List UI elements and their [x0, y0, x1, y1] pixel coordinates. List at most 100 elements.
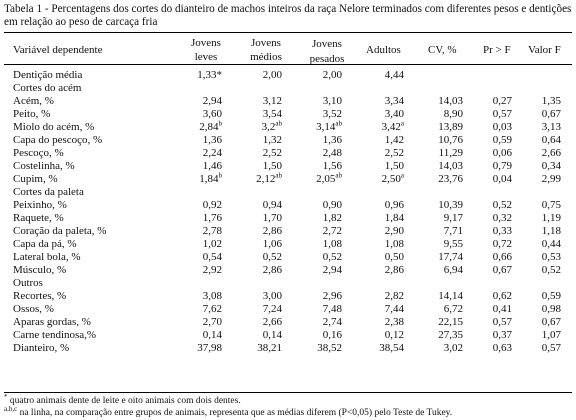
- top-rule: [4, 32, 572, 33]
- cell-value: 3,14ab: [310, 120, 342, 134]
- cell-number: 0,06: [492, 147, 512, 159]
- cell-value: 38,52: [310, 342, 342, 355]
- cell-number: 0,52: [322, 251, 342, 263]
- cell-number: 14,03: [438, 95, 463, 107]
- cell-number: 0,14: [202, 329, 222, 341]
- significance-letter: b: [218, 119, 223, 128]
- cell-value: 38,54: [372, 342, 404, 355]
- table-row: Dentição média 1,33* 2,00 2,00 4,44: [0, 69, 576, 82]
- cell-value: 2,38: [372, 316, 404, 329]
- table-row: Peito, % 3,60 3,54 3,52 3,40 8,90 0,57 0,67: [0, 108, 576, 121]
- row-label: Costelinha, %: [13, 160, 75, 172]
- cell-value: 6,72: [430, 303, 463, 316]
- footnote-1: * quatro animais dente de leite e oito a…: [4, 393, 572, 407]
- cell-value: 0,72: [482, 238, 512, 251]
- cell-value: 14,03: [430, 160, 463, 173]
- category-label: Cortes da paleta: [13, 186, 84, 198]
- cell-number: 38,54: [379, 342, 404, 354]
- cell-number: 0,34: [541, 160, 561, 172]
- cell-number: 1,42: [384, 134, 404, 146]
- cell-value: 1,07: [529, 329, 561, 342]
- cell-number: 0,54: [202, 251, 222, 263]
- cell-value: 2,70: [190, 316, 222, 329]
- cell-value: 1,08: [372, 238, 404, 251]
- significance-letter: a: [400, 171, 404, 180]
- cell-value: 7,71: [430, 225, 463, 238]
- cell-number: 7,62: [202, 303, 222, 315]
- header-cv: CV, %: [428, 44, 457, 56]
- table-body: Dentição média 1,33* 2,00 2,00 4,44 Cortes do…: [0, 69, 576, 355]
- cell-number: 2,50: [381, 173, 401, 185]
- cell-value: 0,14: [250, 329, 282, 342]
- table-row: Recortes, % 3,08 3,00 2,96 2,82 14,14 0,62 0,59: [0, 290, 576, 303]
- cell-value: 2,72: [310, 225, 342, 238]
- cell-number: 0,63: [492, 342, 512, 354]
- cell-value: 2,50a: [372, 171, 404, 186]
- cell-number: 0,04: [492, 173, 512, 185]
- cell-value: 3,13: [529, 121, 561, 134]
- cell-number: 1,76: [202, 212, 222, 224]
- cell-number: 2,82: [384, 290, 404, 302]
- cell-value: 1,50: [250, 160, 282, 173]
- cell-value: 1,18: [529, 225, 561, 238]
- cell-number: 3,14: [316, 121, 336, 133]
- cell-number: 3,40: [384, 108, 404, 120]
- cell-number: 0,64: [541, 134, 561, 146]
- cell-number: 0,57: [492, 316, 512, 328]
- cell-value: 2,52: [250, 147, 282, 160]
- cell-value: 1,46: [190, 160, 222, 173]
- cell-value: 0,52: [482, 199, 512, 212]
- cell-number: 2,86: [384, 264, 404, 276]
- cell-value: 7,44: [372, 303, 404, 316]
- cell-value: 0,67: [529, 316, 561, 329]
- cell-value: 1,70: [250, 212, 282, 225]
- cell-number: 10,39: [438, 199, 463, 211]
- table-row: Costelinha, % 1,46 1,50 1,56 1,50 14,03 0,79 0,…: [0, 160, 576, 173]
- cell-number: 7,71: [443, 225, 463, 237]
- table-row: Aparas gordas, % 2,70 2,66 2,74 2,38 22,15 0,5…: [0, 316, 576, 329]
- cell-value: 0,52: [529, 264, 561, 277]
- cell-number: 0,59: [492, 134, 512, 146]
- cell-value: 7,48: [310, 303, 342, 316]
- header-jovens-pesados: Jovens pesados: [302, 38, 352, 65]
- cell-number: 0,14: [262, 329, 282, 341]
- header-rule: [4, 64, 572, 65]
- cell-number: 2,24: [202, 147, 222, 159]
- cell-number: 38,52: [317, 342, 342, 354]
- cell-number: 3,2: [261, 121, 276, 133]
- footnote-1-text: quatro animais dente de leite e oito ani…: [7, 396, 241, 406]
- cell-number: 1,18: [541, 225, 561, 237]
- cell-number: 2,12: [256, 173, 276, 185]
- cell-number: 1,19: [541, 212, 561, 224]
- cell-value: 1,19: [529, 212, 561, 225]
- cell-number: 38,21: [257, 342, 282, 354]
- cell-number: 8,90: [443, 108, 463, 120]
- table-row: Cupim, % 1,84b 2,12ab 2,05ab 2,50a 23,76 0,04 2…: [0, 171, 576, 186]
- cell-number: 0,57: [541, 342, 561, 354]
- significance-letter: ab: [335, 171, 342, 180]
- cell-number: 11,29: [438, 147, 463, 159]
- cell-value: 11,29: [430, 147, 463, 160]
- cell-value: 6,94: [430, 264, 463, 277]
- cell-value: 1,84b: [190, 171, 223, 186]
- cell-value: 3,60: [190, 108, 222, 121]
- cell-value: 0,34: [529, 160, 561, 173]
- cell-number: 2,66: [262, 316, 282, 328]
- cell-number: 1,02: [202, 238, 222, 250]
- cell-value: 3,40: [372, 108, 404, 121]
- cell-number: 1,56: [322, 160, 342, 172]
- cell-value: 2,78: [190, 225, 222, 238]
- cell-number: 2,90: [384, 225, 404, 237]
- cell-number: 0,52: [541, 264, 561, 276]
- cell-number: 0,16: [322, 329, 342, 341]
- cell-number: 0,44: [541, 238, 561, 250]
- cell-number: 0,57: [492, 108, 512, 120]
- cell-value: 0,64: [529, 134, 561, 147]
- significance-letter: b: [218, 171, 223, 180]
- cell-value: 0,59: [529, 290, 561, 303]
- cell-value: 2,86: [250, 264, 282, 277]
- cell-number: 0,27: [492, 95, 512, 107]
- cell-value: 0,94: [250, 199, 282, 212]
- cell-value: 0,67: [529, 108, 561, 121]
- cell-value: 0,52: [310, 251, 342, 264]
